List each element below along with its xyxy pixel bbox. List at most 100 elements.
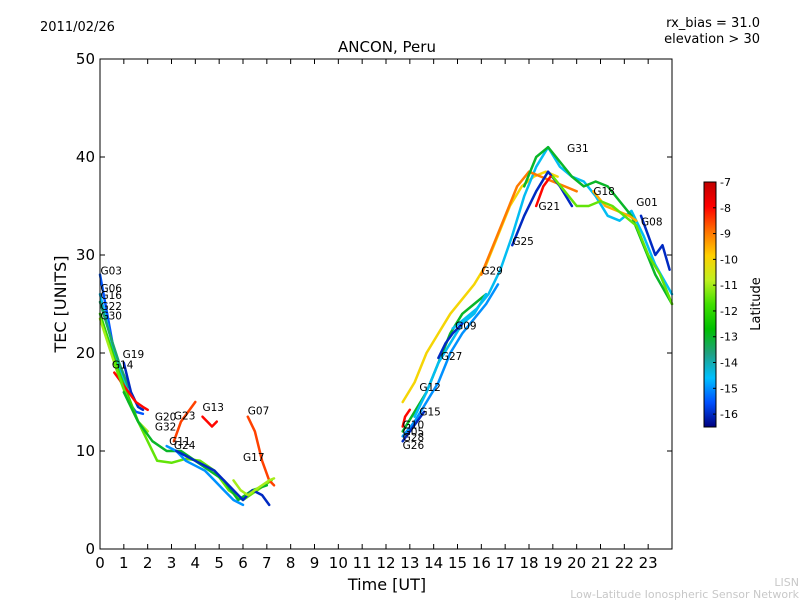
plot-background (100, 59, 672, 549)
x-tick-label: 2 (143, 554, 153, 572)
y-tick-label: 50 (76, 50, 95, 68)
y-axis-label: TEC [UNITS] (51, 256, 70, 354)
x-tick-label: 13 (400, 554, 419, 572)
sat-label-g19: G19 (123, 349, 144, 361)
series-g26 (401, 410, 426, 443)
sat-label-g05: G05 (403, 426, 425, 438)
x-tick-label: 9 (310, 554, 320, 572)
series-g27 (437, 322, 464, 360)
sat-label-g21: G21 (539, 201, 561, 213)
sat-label-g28: G28 (403, 432, 425, 444)
x-axis-label: Time [UT] (347, 575, 426, 594)
colorbar-tick-label: -14 (720, 357, 738, 370)
sat-label-g12: G12 (419, 382, 441, 394)
colorbar-tick-label: -15 (720, 382, 738, 395)
series-g28 (401, 283, 500, 438)
series-g15 (413, 292, 488, 418)
sat-label-g17: G17 (243, 452, 265, 464)
sat-label-g03: G03 (100, 266, 122, 278)
colorbar-ticks: -7 -8 -9 -10 -11 -12 -13 -14 -15 -16 (713, 176, 738, 421)
series-g01 (551, 175, 674, 306)
series-g08 (639, 214, 671, 271)
x-tick-label: 5 (214, 554, 224, 572)
sat-label-g18: G18 (593, 186, 615, 198)
elevation-label: elevation > 30 (664, 32, 760, 47)
sat-label-g31: G31 (567, 143, 589, 155)
sat-label-g20: G20 (155, 412, 177, 424)
x-tick-label: 21 (591, 554, 610, 572)
sat-label-g30: G30 (100, 311, 122, 323)
credit-full: Low-Latitude Ionospheric Sensor Network (570, 588, 799, 600)
series-g11 (165, 444, 245, 507)
series-g09 (451, 145, 674, 330)
sat-label-g29: G29 (481, 266, 503, 278)
x-tick-label: 23 (639, 554, 658, 572)
x-tick-label: 18 (519, 554, 538, 572)
x-tick-label: 3 (167, 554, 177, 572)
colorbar-label: Latitude (749, 277, 764, 331)
rx-bias-label: rx_bias = 31.0 (666, 16, 760, 31)
x-tick-label: 0 (95, 554, 105, 572)
y-axis: 0 10 20 30 40 50 (76, 50, 672, 558)
series-g17 (232, 477, 276, 497)
x-tick-label: 20 (567, 554, 586, 572)
x-tick-label: 22 (615, 554, 634, 572)
sat-label-g22: G22 (100, 301, 122, 313)
sat-label-g26: G26 (403, 440, 425, 452)
series-g21 (534, 175, 552, 208)
colorbar-tick-label: -8 (720, 202, 731, 215)
series-g24 (175, 449, 271, 507)
series-g13 (201, 415, 219, 428)
sat-label-g01: G01 (636, 197, 658, 209)
colorbar-tick-label: -9 (720, 228, 731, 241)
sat-label-g06: G06 (100, 283, 122, 295)
x-tick-label: 15 (448, 554, 467, 572)
date-label: 2011/02/26 (40, 20, 115, 35)
x-tick-label: 17 (496, 554, 515, 572)
x-tick-label: 10 (329, 554, 348, 572)
x-tick-label: 7 (262, 554, 272, 572)
series-g23 (172, 400, 197, 443)
chart-title: ANCON, Peru (338, 38, 436, 56)
x-tick-label: 6 (238, 554, 248, 572)
sat-label-g24: G24 (174, 440, 196, 452)
x-tick-label: 4 (191, 554, 201, 572)
series-g10 (401, 408, 412, 428)
sat-label-g09: G09 (455, 320, 477, 332)
sat-label-g15: G15 (419, 407, 441, 419)
colorbar-tick-label: -16 (720, 408, 738, 421)
x-tick-label: 8 (286, 554, 296, 572)
colorbar-tick-label: -11 (720, 279, 738, 292)
sat-label-g32: G32 (155, 421, 177, 433)
y-tick-label: 0 (85, 540, 95, 558)
colorbar-gradient (703, 181, 717, 428)
x-tick-label: 12 (376, 554, 395, 572)
sat-label-g11: G11 (169, 436, 191, 448)
colorbar-tick-label: -10 (720, 253, 738, 266)
sat-label-g07: G07 (248, 406, 270, 418)
x-tick-label: 16 (472, 554, 491, 572)
y-tick-label: 10 (76, 442, 95, 460)
x-tick-label: 14 (424, 554, 443, 572)
y-tick-label: 20 (76, 344, 95, 362)
sat-label-g27: G27 (441, 351, 463, 363)
series-g16 (98, 300, 130, 389)
y-tick-label: 40 (76, 148, 95, 166)
sat-label-g10: G10 (403, 419, 425, 431)
series-g07 (246, 415, 276, 487)
x-tick-label: 1 (119, 554, 129, 572)
sat-label-g16: G16 (100, 290, 122, 302)
x-tick-label: 11 (353, 554, 372, 572)
series-layer (98, 145, 674, 507)
sat-label-g23: G23 (174, 411, 196, 423)
credit-short: LISN (774, 576, 799, 589)
sat-label-g25: G25 (512, 236, 534, 248)
sat-label-g14: G14 (112, 360, 134, 372)
colorbar-tick-label: -7 (720, 176, 731, 189)
colorbar-tick-label: -12 (720, 305, 738, 318)
colorbar-tick-label: -13 (720, 331, 738, 344)
sat-label-g13: G13 (202, 402, 224, 414)
